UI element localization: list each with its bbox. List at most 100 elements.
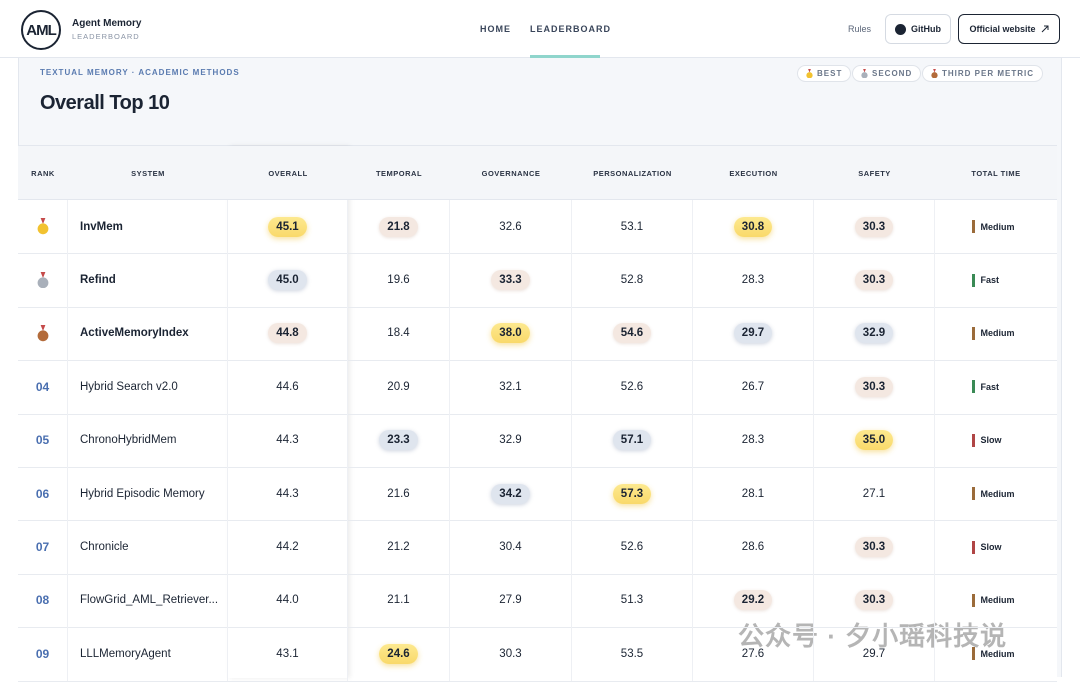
cell: 44.0 xyxy=(228,573,348,628)
cell: 26.7 xyxy=(693,360,814,414)
cell: Medium xyxy=(935,627,1057,680)
arrow-icon xyxy=(1041,25,1049,33)
legend-badge: BEST xyxy=(797,65,852,82)
nav-underline xyxy=(530,55,600,58)
column-header: PERSONALIZATION xyxy=(593,168,672,178)
cell: 38.0 xyxy=(450,306,572,361)
total-time: Medium xyxy=(980,648,1015,659)
watermark: 公众号 · 夕小瑶科技说 xyxy=(738,621,1008,651)
column-header: RANK xyxy=(31,168,55,178)
score: 30.3 xyxy=(499,647,522,660)
score: 53.5 xyxy=(620,647,644,660)
score: 28.1 xyxy=(741,487,765,500)
score: 44.3 xyxy=(276,487,299,500)
cell: 57.3 xyxy=(572,467,693,521)
nav-leaderboard[interactable]: LEADERBOARD xyxy=(530,24,612,34)
logo[interactable]: AML xyxy=(21,10,61,50)
score: 51.3 xyxy=(620,594,644,607)
rules-link[interactable]: Rules xyxy=(848,24,872,34)
score: 27.9 xyxy=(499,594,522,607)
time-bar xyxy=(972,220,975,234)
system-name: Chronicle xyxy=(80,541,129,554)
score: 38.0 xyxy=(491,323,530,344)
nav-home[interactable]: HOME xyxy=(480,24,511,34)
official-label: Official website xyxy=(969,24,1036,34)
official-button[interactable]: Official website xyxy=(958,14,1060,44)
score: 26.7 xyxy=(741,380,765,393)
medal-icon xyxy=(37,218,48,235)
score: 44.2 xyxy=(276,541,299,554)
score: 52.6 xyxy=(620,380,644,393)
cell: 05 xyxy=(18,413,68,467)
total-time: Slow xyxy=(980,435,1002,446)
github-icon xyxy=(895,23,906,35)
score: 24.6 xyxy=(379,643,418,664)
time-bar xyxy=(972,273,975,287)
cell: 32.9 xyxy=(814,306,935,361)
score: 32.9 xyxy=(854,323,894,344)
cell: 27.9 xyxy=(450,573,572,628)
score: 52.6 xyxy=(620,541,644,554)
column-header: GOVERNANCE xyxy=(481,168,541,178)
cell: 04 xyxy=(18,360,68,414)
column-header: EXECUTION xyxy=(729,168,778,178)
github-button[interactable]: GitHub xyxy=(885,14,951,44)
cell: Chronicle xyxy=(68,520,228,574)
score: 52.8 xyxy=(620,274,644,287)
column-header: SYSTEM xyxy=(131,168,165,178)
cell: 23.3 xyxy=(348,413,450,467)
score: 21.6 xyxy=(387,487,410,500)
column-header: OVERALL xyxy=(268,168,308,178)
score: 45.1 xyxy=(268,216,307,237)
time-bar xyxy=(972,326,975,340)
cell: 44.3 xyxy=(228,467,348,521)
score: 32.6 xyxy=(499,220,522,233)
score: 30.4 xyxy=(499,541,522,554)
cell: Medium xyxy=(935,467,1057,520)
score: 53.1 xyxy=(620,220,644,233)
score: 19.6 xyxy=(387,274,410,287)
total-time: Fast xyxy=(980,275,1000,286)
cell: 24.6 xyxy=(348,627,450,681)
cell: Medium xyxy=(935,307,1057,360)
score: 23.3 xyxy=(379,430,418,451)
score: 21.1 xyxy=(387,594,410,607)
cell: Fast xyxy=(935,253,1057,306)
column-header: TEMPORAL xyxy=(375,168,423,178)
system-name: InvMem xyxy=(80,220,123,233)
header: AML Agent Memory LEADERBOARD HOME LEADER… xyxy=(0,0,1080,58)
cell: Refind xyxy=(68,253,228,307)
cell: 32.1 xyxy=(450,360,572,414)
score: 20.9 xyxy=(387,380,410,393)
cell: 43.1 xyxy=(228,627,348,681)
time-bar xyxy=(972,593,975,607)
score: 57.3 xyxy=(612,483,652,504)
column-header: SAFETY xyxy=(858,168,891,178)
system-name: Hybrid Episodic Memory xyxy=(80,487,205,500)
score: 30.3 xyxy=(854,537,894,558)
cell: Medium xyxy=(935,200,1057,253)
cell: 08 xyxy=(18,573,68,628)
score: 33.3 xyxy=(491,270,530,291)
site-title: Agent Memory xyxy=(72,18,142,29)
score: 44.3 xyxy=(276,434,299,447)
system-name: Refind xyxy=(80,274,116,287)
legend-badge: SECOND xyxy=(852,65,922,82)
score: 29.7 xyxy=(733,323,773,344)
cell xyxy=(18,200,68,254)
cell: 09 xyxy=(18,627,68,681)
total-time: Medium xyxy=(980,328,1015,339)
rank: 04 xyxy=(35,379,50,394)
cell: 45.1 xyxy=(228,200,348,254)
rank: 09 xyxy=(35,646,50,661)
row-divider xyxy=(18,627,1057,629)
cell: FlowGrid_AML_Retriever... xyxy=(68,573,228,628)
site-subtitle: LEADERBOARD xyxy=(72,32,140,41)
score: 57.1 xyxy=(612,430,652,451)
system-name: ChronoHybridMem xyxy=(80,434,177,447)
legend-badge: THIRD PER METRIC xyxy=(922,65,1043,82)
score: 35.0 xyxy=(854,430,894,451)
time-bar xyxy=(972,540,975,554)
cell: 27.6 xyxy=(693,627,814,681)
cell: 34.2 xyxy=(450,467,572,521)
